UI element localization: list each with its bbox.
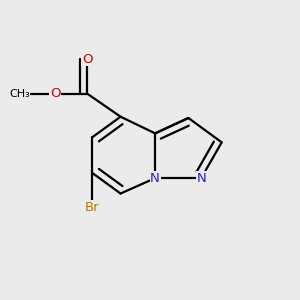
- Text: O: O: [82, 52, 92, 66]
- Text: Br: Br: [85, 201, 100, 214]
- Text: N: N: [196, 172, 206, 185]
- Text: CH₃: CH₃: [9, 89, 30, 99]
- Text: N: N: [150, 172, 160, 185]
- Text: O: O: [50, 87, 61, 100]
